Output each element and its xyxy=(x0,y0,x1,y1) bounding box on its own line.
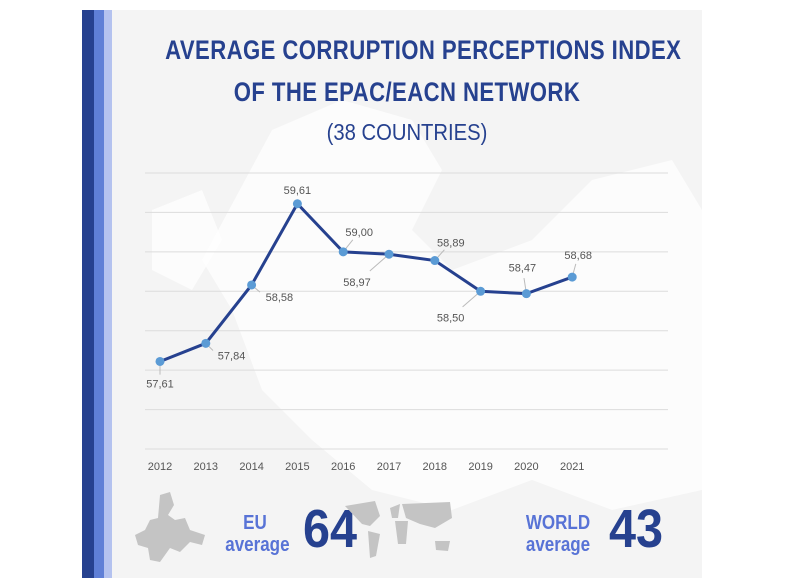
x-tick-label: 2018 xyxy=(423,461,447,473)
data-label: 58,68 xyxy=(564,250,592,262)
accent-bar-light xyxy=(104,10,112,578)
data-label: 58,97 xyxy=(343,277,371,289)
chart-title-line2: OF THE EPAC/EACN NETWORK xyxy=(233,77,581,107)
eu-average-label: EU average xyxy=(225,512,290,556)
europe-background-map xyxy=(152,100,702,510)
eu-label-line2: average xyxy=(225,534,290,556)
x-tick-label: 2017 xyxy=(377,461,401,473)
data-point xyxy=(384,249,394,259)
data-label: 58,50 xyxy=(437,312,465,324)
world-label-line1: WORLD xyxy=(525,512,591,534)
data-point xyxy=(292,199,302,209)
data-point xyxy=(338,247,348,257)
data-label: 59,00 xyxy=(345,227,373,239)
accent-bar-mid xyxy=(94,10,104,578)
data-point xyxy=(430,256,440,266)
data-label: 58,47 xyxy=(509,263,537,275)
x-tick-label: 2014 xyxy=(239,461,263,473)
background-panel xyxy=(112,10,702,578)
chart-title-line1: AVERAGE CORRUPTION PERCEPTIONS INDEX xyxy=(165,35,682,65)
world-map-icon xyxy=(345,501,452,558)
accent-bar-dark xyxy=(82,10,94,578)
data-label: 57,61 xyxy=(146,378,174,390)
x-tick-label: 2020 xyxy=(514,461,538,473)
data-label: 58,58 xyxy=(266,292,294,304)
data-point xyxy=(201,338,211,348)
data-point xyxy=(476,286,486,296)
world-average-value: 43 xyxy=(609,499,664,559)
data-label: 57,84 xyxy=(218,350,246,362)
x-tick-label: 2019 xyxy=(468,461,492,473)
eu-label-line1: EU xyxy=(243,512,267,534)
x-tick-label: 2015 xyxy=(285,461,309,473)
data-label: 58,89 xyxy=(437,238,465,250)
data-label: 59,61 xyxy=(284,185,312,197)
data-point xyxy=(567,272,577,282)
europe-map-icon xyxy=(135,492,205,562)
x-tick-label: 2013 xyxy=(194,461,218,473)
data-point xyxy=(155,356,165,366)
data-point xyxy=(247,280,257,290)
world-average-label: WORLD average xyxy=(522,512,593,556)
world-label-line2: average xyxy=(525,534,591,556)
x-tick-label: 2021 xyxy=(560,461,584,473)
x-tick-label: 2012 xyxy=(148,461,172,473)
chart-subtitle: (38 COUNTRIES) xyxy=(326,119,488,145)
x-tick-label: 2016 xyxy=(331,461,355,473)
series-line xyxy=(159,201,573,363)
data-point xyxy=(521,289,531,299)
